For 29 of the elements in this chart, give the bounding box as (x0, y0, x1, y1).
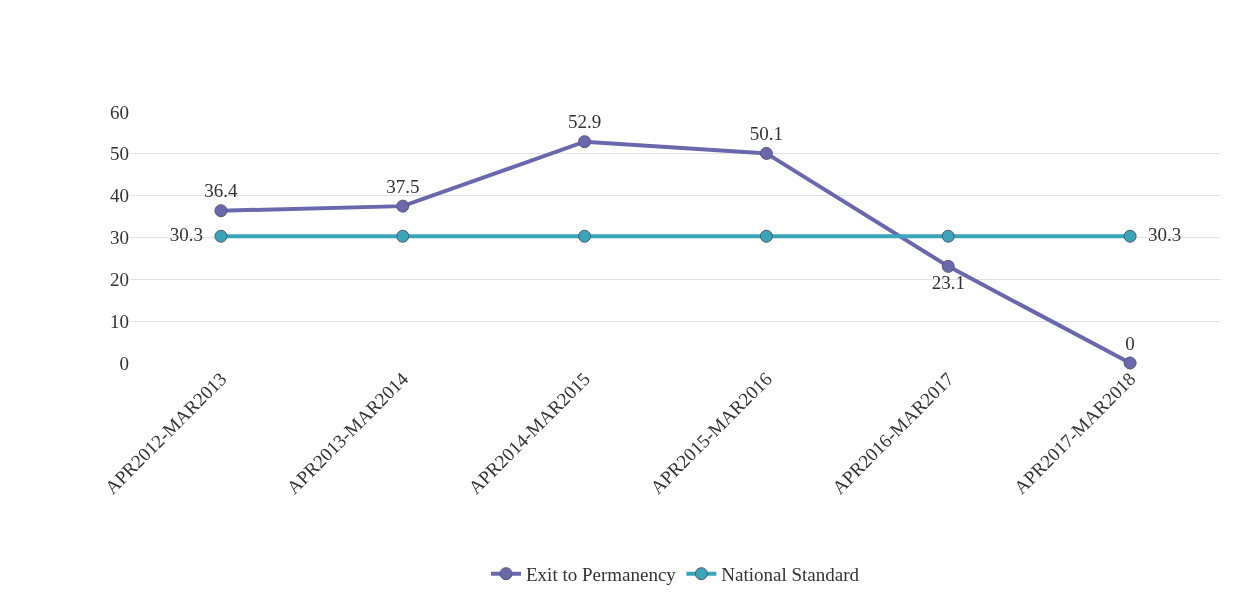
legend-label: Exit to Permanency (526, 564, 677, 586)
point (578, 135, 592, 149)
data-label: 30.3 (1138, 223, 1191, 245)
y-tick-label: 0 (119, 352, 129, 374)
point (759, 229, 773, 243)
y-tick-label: 20 (110, 268, 129, 290)
y-tick-label: 40 (110, 185, 129, 207)
y-tick-label: 50 (110, 143, 129, 165)
data-label: 50.1 (749, 123, 784, 145)
data-label: 36.4 (204, 180, 239, 202)
point (1123, 356, 1137, 370)
legend-label: National Standard (721, 564, 860, 586)
data-label: 23.1 (931, 272, 965, 294)
data-label: 30.3 (160, 223, 213, 245)
point (578, 229, 592, 243)
point (1123, 229, 1137, 243)
y-tick-label: 30 (110, 227, 129, 249)
data-label: 52.9 (567, 111, 602, 133)
point (396, 199, 410, 213)
data-label: 0 (1125, 332, 1135, 354)
data-label: 37.5 (386, 175, 420, 197)
point (941, 259, 955, 273)
point (396, 229, 410, 243)
point (214, 204, 228, 218)
point (214, 229, 228, 243)
y-tick-label: 60 (110, 101, 129, 123)
y-tick-label: 10 (110, 310, 129, 332)
point (941, 229, 955, 243)
point (759, 146, 773, 160)
